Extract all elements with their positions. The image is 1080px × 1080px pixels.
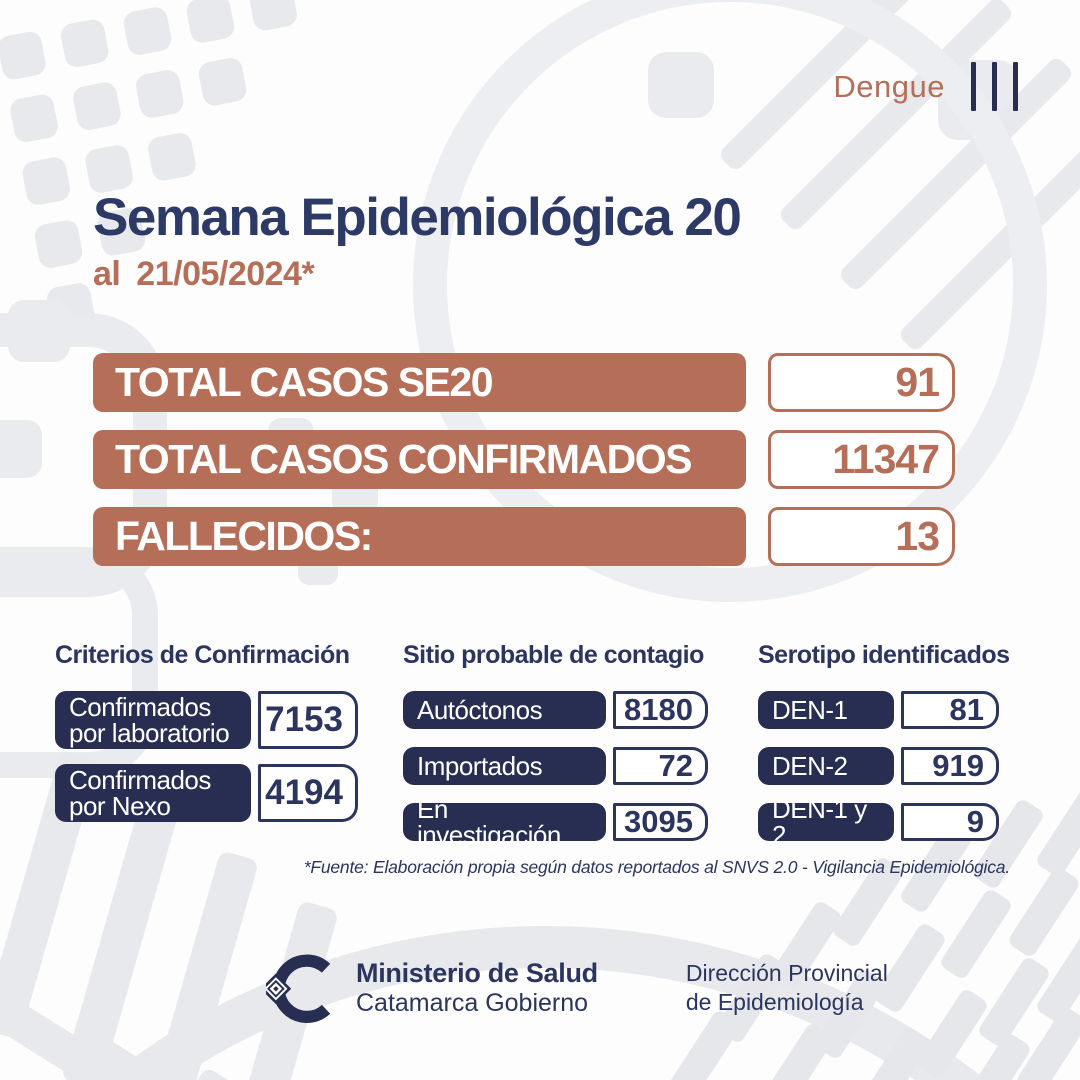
summary-label-bar: FALLECIDOS: (93, 507, 746, 566)
stat-row: En investigación 3095 (403, 796, 708, 848)
stat-value-box: 81 (901, 691, 999, 729)
summary-row: TOTAL CASOS SE20 91 (93, 353, 955, 412)
column-confirmation-criteria: Criterios de Confirmación Confirmados po… (55, 641, 358, 837)
stat-label-pill: DEN-1 (758, 691, 894, 729)
summary-label: FALLECIDOS: (115, 513, 373, 559)
stat-row: Confirmados por Nexo 4194 (55, 764, 358, 822)
title-block: Semana Epidemiológica 20 al 21/05/2024* (93, 188, 742, 294)
column-title: Sitio probable de contagio (403, 641, 704, 669)
stat-label-pill: Confirmados por Nexo (55, 764, 251, 822)
summary-value-box: 11347 (768, 430, 955, 489)
page-title: Semana Epidemiológica 20 (93, 188, 742, 247)
summary-label: TOTAL CASOS CONFIRMADOS (115, 436, 692, 482)
stat-label-pill: DEN-1 y 2 (758, 796, 894, 848)
brand-label: Dengue (833, 68, 945, 104)
stat-value-box: 9 (901, 803, 999, 841)
department-line2: de Epidemiología (685, 989, 864, 1015)
summary-row: FALLECIDOS: 13 (93, 507, 955, 566)
department-line1: Dirección Provincial (685, 960, 888, 987)
column-title: Criterios de Confirmación (55, 641, 350, 669)
summary-value: 11347 (832, 436, 940, 482)
summary-label-bar: TOTAL CASOS SE20 (93, 353, 746, 412)
summary-value-box: 91 (768, 353, 955, 412)
stat-label-pill: DEN-2 (758, 747, 894, 785)
stat-label-pill: Importados (403, 747, 606, 785)
report-date: al 21/05/2024* (93, 254, 315, 293)
column-serotypes: Serotipo identificados DEN-1 81 DEN-2 91… (758, 641, 1018, 859)
summary-label: TOTAL CASOS SE20 (115, 359, 494, 405)
stat-value-box: 3095 (613, 803, 708, 841)
ministry-name: Ministerio de Salud (356, 958, 598, 989)
column-contagion-site: Sitio probable de contagio Autóctonos 81… (403, 641, 708, 859)
summary-value: 13 (895, 513, 940, 559)
stat-value-box: 8180 (613, 691, 708, 729)
catamarca-ministry-c-logo-icon (266, 954, 331, 1023)
department-text-block: Dirección Provincial de Epidemiología (686, 959, 888, 1017)
stat-row: Importados 72 (403, 747, 708, 785)
stat-label-pill: Confirmados por laboratorio (55, 691, 251, 749)
stat-label-pill: Autóctonos (403, 691, 606, 729)
stat-row: DEN-1 y 2 9 (758, 796, 1018, 848)
summary-value-box: 13 (768, 507, 955, 566)
stat-row: DEN-2 919 (758, 747, 1018, 785)
stat-row: DEN-1 81 (758, 691, 1018, 729)
stat-row: Confirmados por laboratorio 7153 (55, 691, 358, 749)
stat-label-pill: En investigación (403, 796, 606, 848)
footer: Ministerio de Salud Catamarca Gobierno D… (266, 948, 888, 1028)
stat-row: Autóctonos 8180 (403, 691, 708, 729)
stat-value-box: 72 (613, 747, 708, 785)
stat-value-box: 4194 (258, 764, 358, 822)
summary-label-bar: TOTAL CASOS CONFIRMADOS (93, 430, 746, 489)
summary-value: 91 (895, 359, 940, 405)
ministry-text-block: Ministerio de Salud Catamarca Gobierno (356, 958, 598, 1018)
source-footnote: *Fuente: Elaboración propia según datos … (303, 857, 1010, 877)
government-name: Catamarca Gobierno (356, 989, 589, 1018)
column-title: Serotipo identificados (758, 641, 1010, 669)
stat-value-box: 919 (901, 747, 999, 785)
three-vertical-bars-icon (971, 62, 1018, 111)
stat-value-box: 7153 (258, 691, 358, 749)
brand-header: Dengue (833, 62, 1018, 111)
summary-row: TOTAL CASOS CONFIRMADOS 11347 (93, 430, 955, 489)
summary-section: TOTAL CASOS SE20 91 TOTAL CASOS CONFIRMA… (93, 353, 955, 584)
